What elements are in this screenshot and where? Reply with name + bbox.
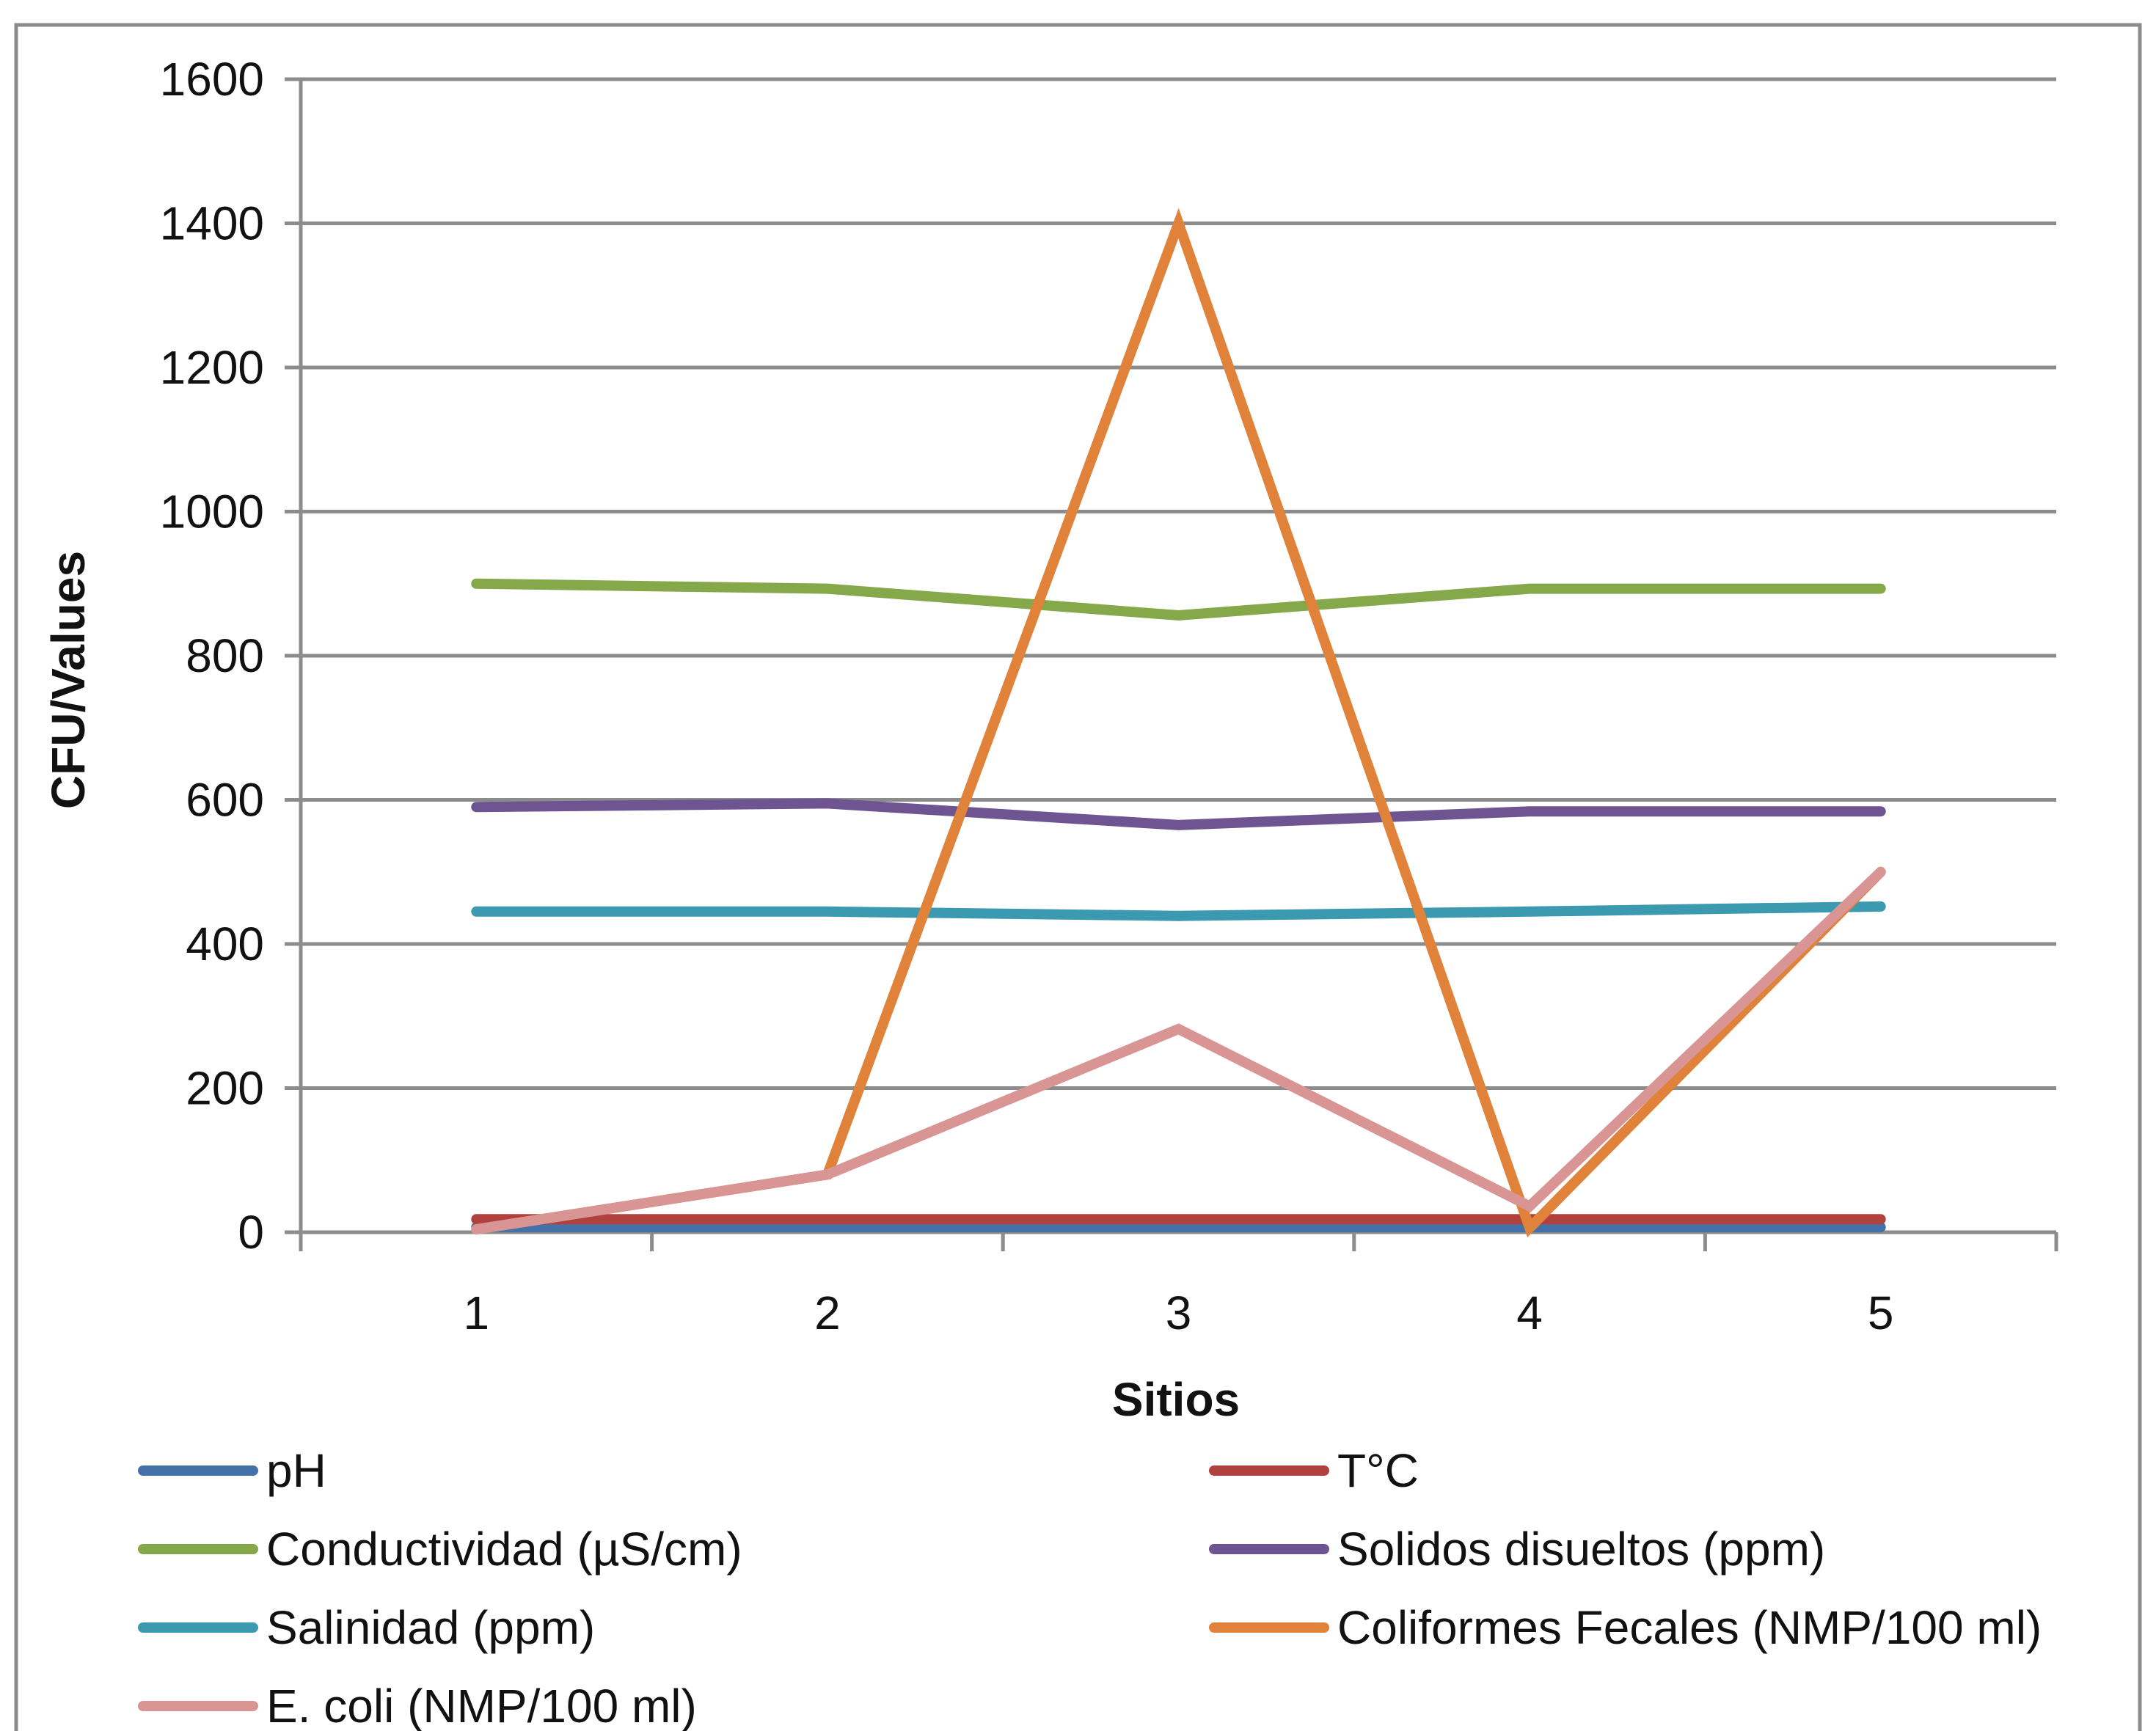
y-tick-label: 800 — [186, 629, 264, 682]
legend-label: Conductividad (µS/cm) — [266, 1523, 742, 1576]
legend-item: Solidos disueltos (ppm) — [1209, 1523, 1825, 1576]
legend-item: T°C — [1209, 1444, 1419, 1497]
series-line — [471, 866, 1886, 1235]
y-tick-labels: 0 200 400 600 800 1000 1200 1400 1600 — [160, 53, 264, 1259]
x-tick-label: 2 — [814, 1287, 841, 1339]
y-tick-label: 200 — [186, 1062, 264, 1115]
legend-label: pH — [266, 1444, 326, 1497]
legend-item: pH — [138, 1444, 326, 1497]
series-line — [471, 901, 1886, 921]
y-tick-label: 0 — [238, 1206, 264, 1259]
legend-item: E. coli (NMP/100 ml) — [138, 1680, 697, 1731]
series-line — [471, 798, 1886, 830]
x-tick-label: 4 — [1516, 1287, 1543, 1339]
series-lines — [471, 208, 1886, 1238]
y-tick-label: 400 — [186, 918, 264, 970]
x-tick-labels: 1 2 3 4 5 — [464, 1287, 1894, 1339]
y-axis-title: CFU/Values — [42, 551, 95, 809]
series-line — [471, 578, 1886, 621]
legend-item: Salinidad (ppm) — [138, 1601, 595, 1654]
legend-item: Coliformes Fecales (NMP/100 ml) — [1209, 1601, 2042, 1654]
x-tick-label: 1 — [464, 1287, 490, 1339]
legend-item: Conductividad (µS/cm) — [138, 1523, 742, 1576]
legend-label: Solidos disueltos (ppm) — [1337, 1523, 1825, 1576]
legend-label: Coliformes Fecales (NMP/100 ml) — [1337, 1601, 2042, 1654]
y-tick-label: 600 — [186, 774, 264, 827]
x-tick-label: 3 — [1166, 1287, 1192, 1339]
y-tick-label: 1200 — [160, 341, 264, 394]
legend-label: E. coli (NMP/100 ml) — [266, 1680, 697, 1731]
y-tick-label: 1000 — [160, 486, 264, 538]
legend-label: Salinidad (ppm) — [266, 1601, 595, 1654]
x-tick-label: 5 — [1868, 1287, 1894, 1339]
legend-label: T°C — [1337, 1444, 1419, 1497]
y-tick-label: 1400 — [160, 197, 264, 250]
x-axis-title: Sitios — [1112, 1373, 1240, 1426]
legend: pH T°C Conductividad (µS/cm) Solidos disuel… — [138, 1444, 2042, 1731]
y-tick-label: 1600 — [160, 53, 264, 106]
chart-frame — [14, 23, 2142, 1731]
